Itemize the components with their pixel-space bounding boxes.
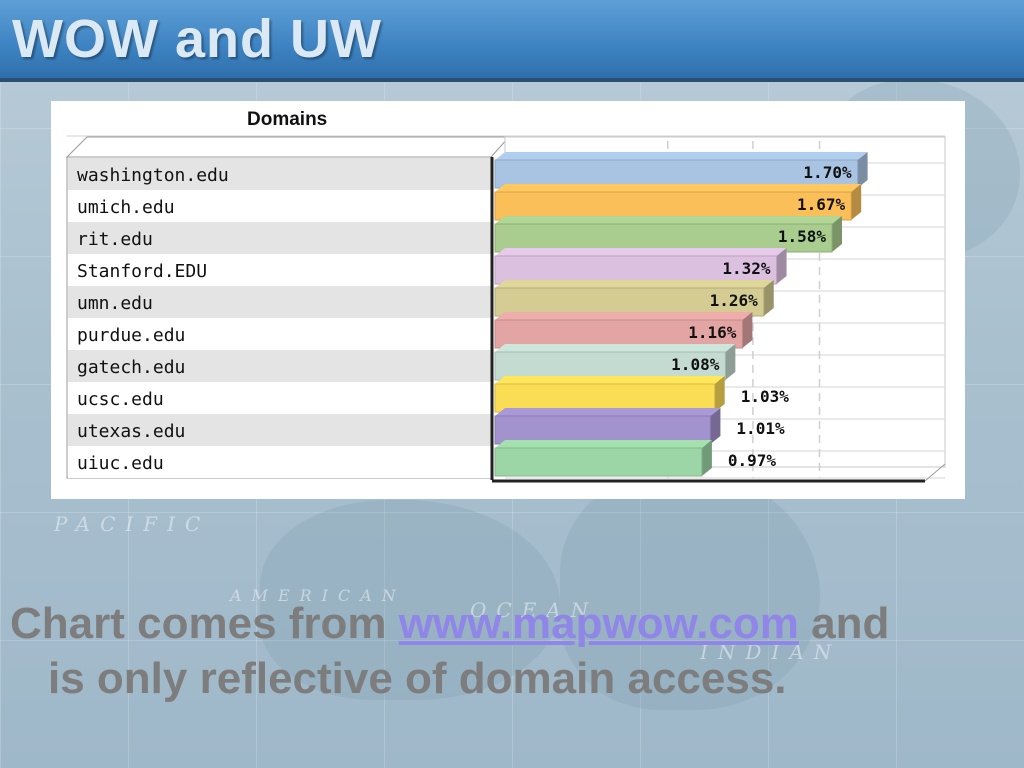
slide-title: WOW and UW [12,9,382,69]
category-label: utexas.edu [77,421,185,442]
bar [494,415,711,445]
bar [494,223,833,253]
map-label: PACIFIC [54,512,211,536]
category-label: washington.edu [77,165,229,186]
bar [494,191,852,221]
bar-side-face [857,152,868,188]
chart-svg: Domains washington.edu 1.70% umich.edu 1.67%… [65,109,946,483]
value-label: 1.16% [688,323,737,342]
bar-top-face [495,216,843,224]
bar-side-face [763,280,774,316]
label-column-top [65,136,511,158]
map-landmass-decoration [260,500,560,700]
slide-caption: Chart comes from www.mapwow.com and is o… [10,596,1010,706]
x-axis-depth-edge [924,463,946,482]
label-row-stripe [68,222,491,254]
bar-top-face [495,248,787,256]
bar-top-face [495,440,712,448]
bar-top-face [495,312,753,320]
caption-prefix: Chart comes from [10,599,399,648]
label-row-stripe [68,158,491,190]
bar-side-face [776,248,787,284]
caption-line-2: is only reflective of domain access. [48,654,787,703]
value-label: 1.70% [803,163,852,182]
category-label: uiuc.edu [77,453,164,474]
bar-top-face [495,344,736,352]
label-row-stripe [68,190,491,222]
map-label: AMERICAN [230,586,406,605]
map-label: INDIAN [700,640,842,664]
value-label: 1.01% [736,419,785,438]
bar-side-face [832,216,843,252]
slide-header: WOW and UW [0,0,1024,82]
bar-top-face [495,280,774,288]
chart-title: Domains [247,109,327,130]
bar-side-face [710,408,721,444]
category-label: gatech.edu [77,357,185,378]
bar-side-face [701,440,712,476]
category-label: ucsc.edu [77,389,164,410]
category-label: umich.edu [77,197,175,218]
bar-top-face [495,184,862,192]
label-row-stripe [68,318,491,350]
bar-side-face [742,312,753,348]
bar-side-face [851,184,862,220]
bar [494,319,743,349]
bar [494,383,716,413]
value-label: 1.03% [741,387,790,406]
category-label: rit.edu [77,229,153,250]
bar-side-face [725,344,736,380]
category-label: umn.edu [77,293,153,314]
bar-top-face [495,152,868,160]
value-label: 1.67% [797,195,846,214]
category-label: purdue.edu [77,325,185,346]
value-label: 1.32% [722,259,771,278]
label-row-stripe [68,446,491,478]
bar-side-face [714,376,725,412]
value-label: 0.97% [728,451,777,470]
map-landmass-decoration [560,470,820,710]
map-label: OCEAN [470,598,599,622]
label-row-stripe [68,286,491,318]
value-label: 1.08% [671,355,720,374]
bar-top-face [495,376,725,384]
bar-top-face [495,408,721,416]
label-row-stripe [68,350,491,382]
label-row-stripe [68,382,491,414]
caption-suffix: and [798,599,890,648]
value-label: 1.58% [778,227,827,246]
value-label: 1.26% [710,291,759,310]
bar [494,447,703,477]
label-row-stripe [68,254,491,286]
bar [494,159,859,189]
label-row-stripe [68,414,491,446]
mapwow-link[interactable]: www.mapwow.com [398,599,799,648]
category-label: Stanford.EDU [77,261,207,282]
domains-chart: Domains washington.edu 1.70% umich.edu 1.67%… [51,101,965,499]
bar [494,255,778,285]
